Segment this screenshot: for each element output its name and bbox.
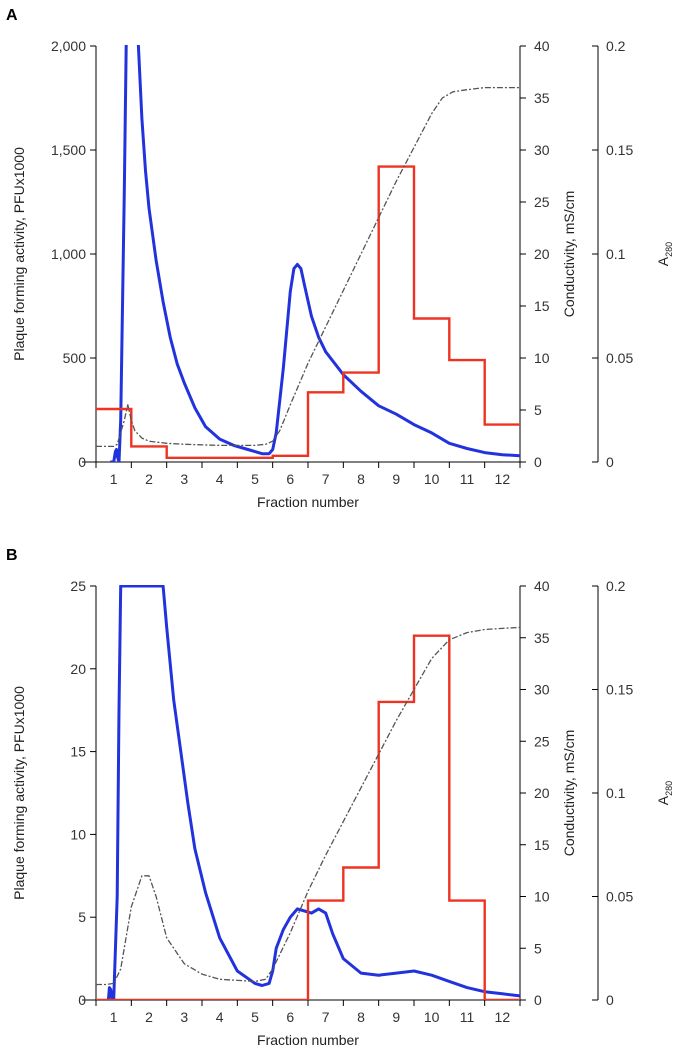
panel-a-x-axis-title: Fraction number	[257, 494, 359, 510]
panel-a-conductivity-tick-label: 5	[534, 402, 542, 418]
panel-a-x-tick-label: 8	[357, 471, 365, 487]
panel-b-conductivity-tick-label: 5	[534, 940, 542, 956]
panel-b-left-tick-label: 15	[70, 744, 86, 760]
panel-b-conductivity-axis-title: Conductivity, mS/cm	[561, 730, 577, 857]
panel-label-a: A	[6, 7, 18, 24]
panel-b-left-tick-label: 20	[70, 661, 86, 677]
panel-b-a280-tick-label: 0.1	[606, 785, 626, 801]
panel-b-x-tick-label: 8	[357, 1009, 365, 1025]
panel-b-a280-series-line	[106, 585, 520, 1000]
panel-b-a280-axis-title: A280	[655, 781, 674, 805]
panel-a-left-tick-label: 2,000	[51, 38, 86, 54]
panel-a-conductivity-tick-label: 35	[534, 90, 550, 106]
panel-b-chart: 0510152025051015202530354000.050.10.150.…	[11, 578, 674, 1048]
panel-a-x-tick-label: 3	[180, 471, 188, 487]
panel-b-a280-tick-label: 0	[606, 992, 614, 1008]
panel-b-a280-tick-label: 0.2	[606, 578, 626, 594]
panel-a-conductivity-series-line	[96, 86, 520, 448]
panel-b-conductivity-tick-label: 20	[534, 785, 550, 801]
panel-b-x-tick-label: 3	[180, 1009, 188, 1025]
panel-a-conductivity-tick-label: 15	[534, 298, 550, 314]
panel-a-pfu-series-line	[96, 165, 520, 459]
panel-a-x-tick-label: 4	[216, 471, 224, 487]
panel-label-b: B	[6, 547, 18, 564]
panel-a-conductivity-tick-label: 20	[534, 246, 550, 262]
panel-a-a280-tick-label: 0.05	[606, 350, 633, 366]
panel-a-chart: 05001,0001,5002,000051015202530354000.05…	[11, 38, 674, 510]
panel-a-x-tick-label: 7	[322, 471, 330, 487]
panel-a-left-tick-label: 0	[78, 454, 86, 470]
panel-a-conductivity-tick-label: 40	[534, 38, 550, 54]
panel-b-conductivity-tick-label: 15	[534, 837, 550, 853]
panel-b-x-axis-title: Fraction number	[257, 1032, 359, 1048]
panel-b-conductivity-tick-label: 0	[534, 992, 542, 1008]
panel-a-a280-series-line	[110, 45, 520, 462]
panel-a-conductivity-tick-label: 0	[534, 454, 542, 470]
panel-b-left-tick-label: 0	[78, 992, 86, 1008]
panel-b-x-tick-label: 7	[322, 1009, 330, 1025]
panel-b-x-tick-label: 6	[286, 1009, 294, 1025]
panel-a-a280-tick-label: 0.1	[606, 246, 626, 262]
panel-a-x-tick-label: 9	[392, 471, 400, 487]
panel-b-conductivity-tick-label: 40	[534, 578, 550, 594]
panel-b-conductivity-tick-label: 25	[534, 733, 550, 749]
panel-b-x-tick-label: 9	[392, 1009, 400, 1025]
panel-b-conductivity-series-line	[96, 626, 520, 986]
panel-b-conductivity-tick-label: 10	[534, 889, 550, 905]
panel-a-x-tick-label: 12	[495, 471, 511, 487]
panel-b-left-axis-title: Plaque forming activity, PFUx1000	[11, 686, 27, 900]
panel-a-left-tick-label: 1,500	[51, 142, 86, 158]
panel-b-x-tick-label: 12	[495, 1009, 511, 1025]
panel-a-conductivity-tick-label: 30	[534, 142, 550, 158]
panel-a-x-tick-label: 10	[424, 471, 440, 487]
panel-a-conductivity-axis-title: Conductivity, mS/cm	[561, 191, 577, 318]
panel-b-pfu-series-line	[96, 634, 520, 1000]
panel-a-x-tick-label: 5	[251, 471, 259, 487]
panel-b-left-tick-label: 5	[78, 909, 86, 925]
panel-a-left-axis-title: Plaque forming activity, PFUx1000	[11, 147, 27, 361]
panel-b-conductivity-tick-label: 30	[534, 682, 550, 698]
panel-a-x-tick-label: 6	[286, 471, 294, 487]
panel-b-x-tick-label: 11	[460, 1009, 475, 1025]
panel-b-x-tick-label: 2	[145, 1009, 153, 1025]
panel-a-conductivity-tick-label: 10	[534, 350, 550, 366]
panel-b-a280-tick-label: 0.05	[606, 889, 633, 905]
panel-a-conductivity-tick-label: 25	[534, 194, 550, 210]
panel-a-a280-tick-label: 0.2	[606, 38, 626, 54]
panel-a-a280-axis-title: A280	[655, 242, 674, 266]
panel-b-x-tick-label: 1	[110, 1009, 118, 1025]
panel-a-left-tick-label: 500	[63, 350, 87, 366]
panel-b-x-tick-label: 5	[251, 1009, 259, 1025]
panel-b-conductivity-tick-label: 35	[534, 630, 550, 646]
panel-a-left-tick-label: 1,000	[51, 246, 86, 262]
panel-b-x-tick-label: 10	[424, 1009, 440, 1025]
panel-b-x-tick-label: 4	[216, 1009, 224, 1025]
panel-a-x-tick-label: 11	[460, 471, 475, 487]
panel-a-x-tick-label: 2	[145, 471, 153, 487]
panel-a-x-tick-label: 1	[110, 471, 118, 487]
panel-b-a280-tick-label: 0.15	[606, 682, 633, 698]
panel-b-left-tick-label: 25	[70, 578, 86, 594]
panel-a-a280-tick-label: 0.15	[606, 142, 633, 158]
panel-b-left-tick-label: 10	[70, 826, 86, 842]
panel-a-a280-tick-label: 0	[606, 454, 614, 470]
